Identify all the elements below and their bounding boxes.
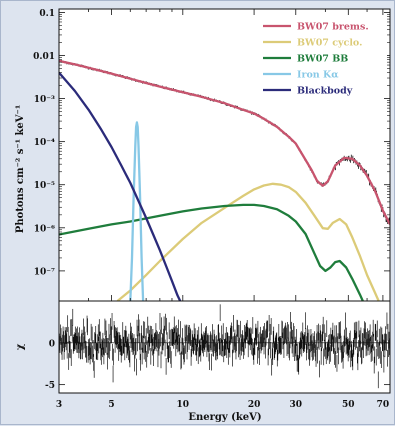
x-tick-label: 30 (290, 400, 303, 410)
legend-entry: BW07 BB (297, 54, 348, 65)
y-tick-label: 10⁻⁴ (34, 138, 55, 148)
y-tick-label: 10⁻⁵ (34, 181, 55, 191)
y-tick-label: 10⁻⁶ (34, 224, 55, 234)
curve-bw07-bb (59, 203, 365, 301)
residual-panel: 3 5 10 20 30 50 70 0 -5 (45, 300, 391, 410)
curve-bw07-cyclo (116, 182, 380, 301)
curve-blackbody (59, 71, 182, 301)
legend-entry: Blackbody (297, 86, 353, 97)
residual-points (59, 304, 390, 389)
legend-entry: BW07 brems. (297, 22, 369, 33)
x-tick-label: 10 (177, 400, 190, 410)
y-axis-label-flux: Photons cm⁻² s⁻¹ keV⁻¹ (15, 105, 26, 233)
x-tick-label: 3 (56, 400, 62, 410)
legend-entry: BW07 cyclo. (297, 38, 362, 49)
y-tick-label: 10⁻³ (34, 95, 55, 105)
x-tick-label: 70 (377, 400, 390, 410)
residual-axes-frame (58, 300, 391, 394)
x-tick-label: 20 (248, 400, 261, 410)
x-tick-label: 5 (108, 400, 114, 410)
y-tick-label: 0.01 (33, 52, 55, 62)
y-tick-label: 10⁻⁷ (34, 267, 55, 277)
legend-entry: Iron Kα (297, 70, 339, 81)
curve-iron-k (129, 121, 145, 301)
y-tick-label: -5 (45, 381, 55, 391)
legend: BW07 brems. BW07 cyclo. BW07 BB Iron Kα Blac… (259, 17, 387, 97)
x-tick-label: 50 (342, 400, 355, 410)
y-tick-label: 0.1 (39, 9, 55, 19)
curve-bw07-brems (59, 59, 390, 225)
y-axis-label-chi: χ (15, 343, 26, 350)
x-axis-label: Energy (keV) (188, 412, 261, 423)
model-curves (59, 59, 390, 301)
y-tick-label: 0 (49, 339, 55, 349)
